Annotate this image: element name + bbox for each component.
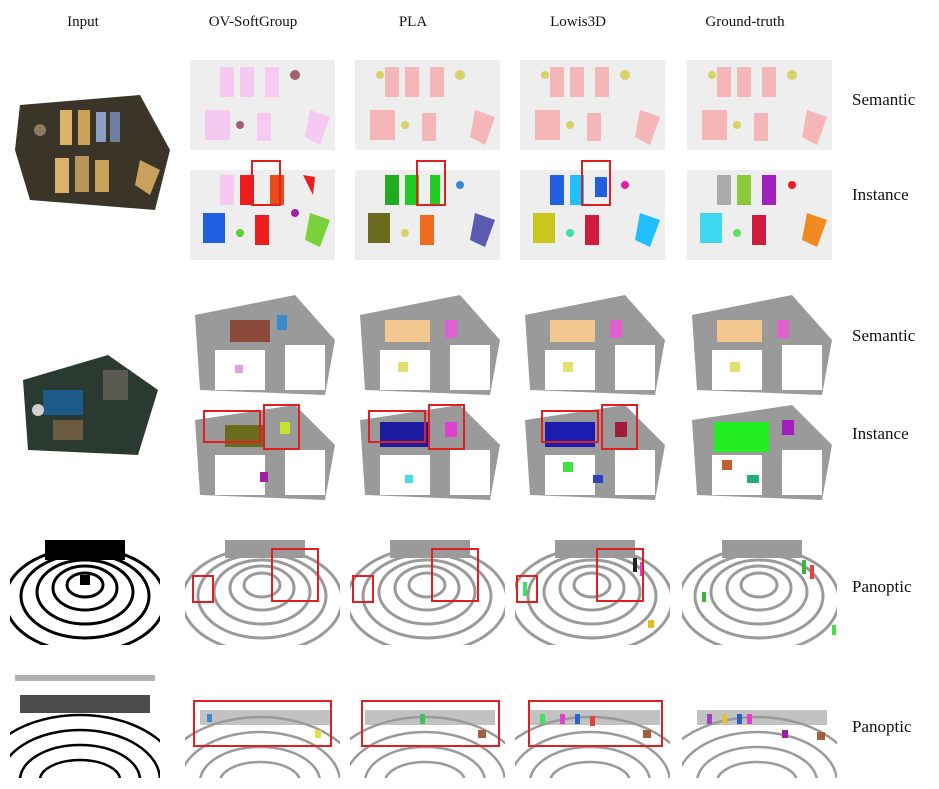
row2-pla-highlight-left — [368, 410, 426, 443]
row1-ground-truth-semantic — [682, 55, 837, 155]
row4-panoptic-label: Panoptic — [852, 717, 912, 736]
row3-ov-softgroup-highlight-left — [192, 575, 214, 603]
row2-pla-semantic — [350, 290, 505, 400]
row4-pla-highlight-box — [361, 700, 500, 747]
row2-ov-softgroup-instance — [185, 400, 340, 510]
row3-ov-softgroup-highlight-right — [271, 548, 319, 602]
row1-semantic-label: Semantic — [852, 90, 916, 109]
row1-ov-softgroup-semantic — [185, 55, 340, 155]
row3-ov-softgroup-panoptic — [185, 540, 340, 645]
row1-lowis3d-instance — [515, 165, 670, 265]
column-header-ground-truth: Ground-truth — [705, 14, 785, 30]
row2-semantic-label: Semantic — [852, 326, 916, 345]
column-header-pla: PLA — [398, 14, 428, 30]
row2-ov-softgroup-semantic — [185, 290, 340, 400]
row1-ov-softgroup-highlight-box — [251, 160, 281, 206]
row4-lowis3d-panoptic — [515, 670, 670, 778]
row3-ground-truth-panoptic — [682, 540, 837, 645]
row1-lowis3d-semantic — [515, 55, 670, 155]
row4-lowis3d-highlight-box — [528, 700, 663, 747]
row2-lowis3d-instance — [515, 400, 670, 510]
column-header-input: Input — [67, 14, 99, 30]
row4-ov-softgroup-highlight-box — [193, 700, 332, 747]
row1-instance-label: Instance — [852, 185, 909, 204]
column-header-lowis3d: Lowis3D — [550, 14, 606, 30]
row1-lowis3d-highlight-box — [581, 160, 611, 206]
row3-lowis3d-highlight-right — [596, 548, 644, 602]
row1-pla-highlight-box — [416, 160, 446, 206]
row2-ov-softgroup-highlight-left — [203, 410, 261, 443]
row4-pla-panoptic — [350, 670, 505, 778]
column-header-ov-softgroup: OV-SoftGroup — [208, 14, 298, 30]
row2-instance-label: Instance — [852, 424, 909, 443]
row3-input-image — [10, 540, 160, 645]
row2-pla-highlight-right — [428, 404, 465, 450]
row2-lowis3d-highlight-right — [601, 404, 638, 450]
row1-pla-semantic — [350, 55, 505, 155]
row2-ground-truth-instance — [682, 400, 837, 510]
row4-ov-softgroup-panoptic — [185, 670, 340, 778]
row3-pla-panoptic — [350, 540, 505, 645]
row2-lowis3d-highlight-left — [541, 410, 599, 443]
row4-ground-truth-panoptic — [682, 670, 837, 778]
row3-panoptic-label: Panoptic — [852, 577, 912, 596]
row3-lowis3d-highlight-left — [516, 575, 538, 603]
row1-ov-softgroup-instance — [185, 165, 340, 265]
row3-pla-highlight-left — [352, 575, 374, 603]
row1-pla-instance — [350, 165, 505, 265]
row2-lowis3d-semantic — [515, 290, 670, 400]
row3-lowis3d-panoptic — [515, 540, 670, 645]
row1-input-image — [10, 90, 175, 215]
row2-ground-truth-semantic — [682, 290, 837, 400]
row1-ground-truth-instance — [682, 165, 837, 265]
row2-input-image — [18, 350, 160, 460]
row4-input-image — [10, 670, 160, 778]
row2-ov-softgroup-highlight-right — [263, 404, 300, 450]
row2-pla-instance — [350, 400, 505, 510]
row3-pla-highlight-right — [431, 548, 479, 602]
